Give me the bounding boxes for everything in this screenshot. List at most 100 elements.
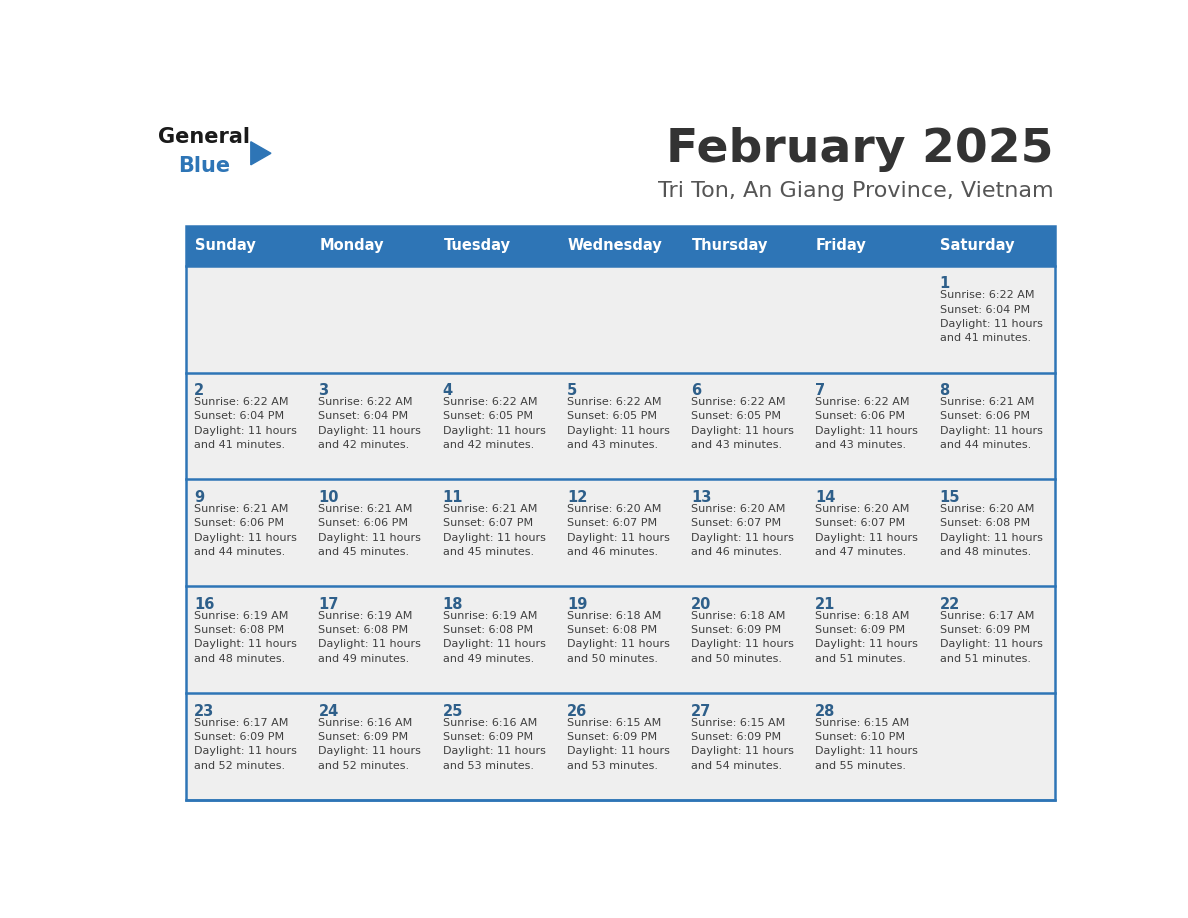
Text: Sunset: 6:08 PM: Sunset: 6:08 PM [567,625,657,635]
Bar [185,693,1055,800]
Text: Daylight: 11 hours: Daylight: 11 hours [691,746,794,756]
Bar [185,226,310,265]
Text: Sunrise: 6:17 AM: Sunrise: 6:17 AM [194,718,289,728]
Bar [931,226,1055,265]
Bar [185,587,1055,693]
Text: Sunset: 6:09 PM: Sunset: 6:09 PM [318,732,409,742]
Text: Daylight: 11 hours: Daylight: 11 hours [940,319,1042,329]
Text: and 48 minutes.: and 48 minutes. [194,654,285,664]
Text: Blue: Blue [178,156,230,176]
Text: and 47 minutes.: and 47 minutes. [815,547,906,557]
Text: 6: 6 [691,384,701,398]
Text: and 49 minutes.: and 49 minutes. [443,654,533,664]
Text: and 43 minutes.: and 43 minutes. [567,440,658,450]
Text: Wednesday: Wednesday [568,238,663,253]
Text: 14: 14 [815,490,835,505]
Text: Daylight: 11 hours: Daylight: 11 hours [318,532,422,543]
Text: Sunset: 6:04 PM: Sunset: 6:04 PM [940,305,1030,315]
Text: 22: 22 [940,597,960,612]
Text: Saturday: Saturday [941,238,1015,253]
Text: General: General [158,127,249,147]
Text: Daylight: 11 hours: Daylight: 11 hours [194,640,297,649]
Text: Daylight: 11 hours: Daylight: 11 hours [318,640,422,649]
Text: Sunrise: 6:22 AM: Sunrise: 6:22 AM [194,397,289,408]
Text: 21: 21 [815,597,835,612]
Text: Daylight: 11 hours: Daylight: 11 hours [194,746,297,756]
Text: Sunrise: 6:22 AM: Sunrise: 6:22 AM [691,397,785,408]
Text: Sunrise: 6:22 AM: Sunrise: 6:22 AM [940,290,1034,300]
Text: Sunset: 6:08 PM: Sunset: 6:08 PM [194,625,284,635]
Text: 2: 2 [194,384,204,398]
Text: and 55 minutes.: and 55 minutes. [815,761,906,770]
Text: Sunrise: 6:18 AM: Sunrise: 6:18 AM [815,611,910,621]
Bar [807,226,931,265]
Text: Daylight: 11 hours: Daylight: 11 hours [567,746,670,756]
Text: and 43 minutes.: and 43 minutes. [815,440,906,450]
Text: Daylight: 11 hours: Daylight: 11 hours [443,640,545,649]
Text: Daylight: 11 hours: Daylight: 11 hours [691,640,794,649]
Text: 19: 19 [567,597,587,612]
Text: Sunrise: 6:19 AM: Sunrise: 6:19 AM [194,611,289,621]
Text: Sunset: 6:04 PM: Sunset: 6:04 PM [194,411,284,421]
Bar [185,226,1055,800]
Text: Daylight: 11 hours: Daylight: 11 hours [443,426,545,436]
Text: Sunset: 6:06 PM: Sunset: 6:06 PM [940,411,1030,421]
Text: Sunset: 6:07 PM: Sunset: 6:07 PM [815,519,905,529]
Polygon shape [251,141,271,165]
Text: and 52 minutes.: and 52 minutes. [194,761,285,770]
Text: Daylight: 11 hours: Daylight: 11 hours [815,746,918,756]
Text: 24: 24 [318,704,339,719]
Text: Sunrise: 6:15 AM: Sunrise: 6:15 AM [815,718,910,728]
Text: and 50 minutes.: and 50 minutes. [691,654,782,664]
Text: 15: 15 [940,490,960,505]
Text: Sunset: 6:07 PM: Sunset: 6:07 PM [567,519,657,529]
Bar [434,226,558,265]
Text: 10: 10 [318,490,339,505]
Text: Sunset: 6:06 PM: Sunset: 6:06 PM [194,519,284,529]
Text: Sunrise: 6:15 AM: Sunrise: 6:15 AM [567,718,662,728]
Text: Daylight: 11 hours: Daylight: 11 hours [815,426,918,436]
Bar [185,265,1055,373]
Text: Monday: Monday [320,238,384,253]
Text: Daylight: 11 hours: Daylight: 11 hours [194,532,297,543]
Text: and 45 minutes.: and 45 minutes. [318,547,410,557]
Text: 8: 8 [940,384,949,398]
Text: 4: 4 [443,384,453,398]
Text: Sunrise: 6:21 AM: Sunrise: 6:21 AM [318,504,412,514]
Text: and 53 minutes.: and 53 minutes. [567,761,658,770]
Text: Sunrise: 6:21 AM: Sunrise: 6:21 AM [940,397,1034,408]
Text: Daylight: 11 hours: Daylight: 11 hours [194,426,297,436]
Text: 7: 7 [815,384,826,398]
Text: Daylight: 11 hours: Daylight: 11 hours [940,532,1042,543]
Text: and 42 minutes.: and 42 minutes. [443,440,533,450]
Text: Sunrise: 6:22 AM: Sunrise: 6:22 AM [815,397,910,408]
Text: Sunrise: 6:18 AM: Sunrise: 6:18 AM [691,611,785,621]
Text: Daylight: 11 hours: Daylight: 11 hours [940,426,1042,436]
Text: Daylight: 11 hours: Daylight: 11 hours [940,640,1042,649]
Text: 13: 13 [691,490,712,505]
Text: and 51 minutes.: and 51 minutes. [940,654,1030,664]
Text: Sunset: 6:09 PM: Sunset: 6:09 PM [194,732,284,742]
Text: Sunday: Sunday [195,238,255,253]
Text: and 48 minutes.: and 48 minutes. [940,547,1031,557]
Text: Sunset: 6:09 PM: Sunset: 6:09 PM [940,625,1030,635]
Text: 5: 5 [567,384,577,398]
Text: Sunrise: 6:18 AM: Sunrise: 6:18 AM [567,611,662,621]
Text: 28: 28 [815,704,835,719]
Text: Daylight: 11 hours: Daylight: 11 hours [815,532,918,543]
Text: Daylight: 11 hours: Daylight: 11 hours [691,532,794,543]
Bar [185,479,1055,587]
Text: 12: 12 [567,490,587,505]
Text: and 49 minutes.: and 49 minutes. [318,654,410,664]
Text: and 46 minutes.: and 46 minutes. [567,547,658,557]
Text: 3: 3 [318,384,329,398]
Text: Daylight: 11 hours: Daylight: 11 hours [815,640,918,649]
Text: Sunset: 6:06 PM: Sunset: 6:06 PM [815,411,905,421]
Text: Sunrise: 6:15 AM: Sunrise: 6:15 AM [691,718,785,728]
Text: Daylight: 11 hours: Daylight: 11 hours [567,532,670,543]
Text: Sunset: 6:04 PM: Sunset: 6:04 PM [318,411,409,421]
Text: Sunset: 6:08 PM: Sunset: 6:08 PM [443,625,532,635]
Text: Sunrise: 6:19 AM: Sunrise: 6:19 AM [443,611,537,621]
Text: Daylight: 11 hours: Daylight: 11 hours [691,426,794,436]
Bar [310,226,434,265]
